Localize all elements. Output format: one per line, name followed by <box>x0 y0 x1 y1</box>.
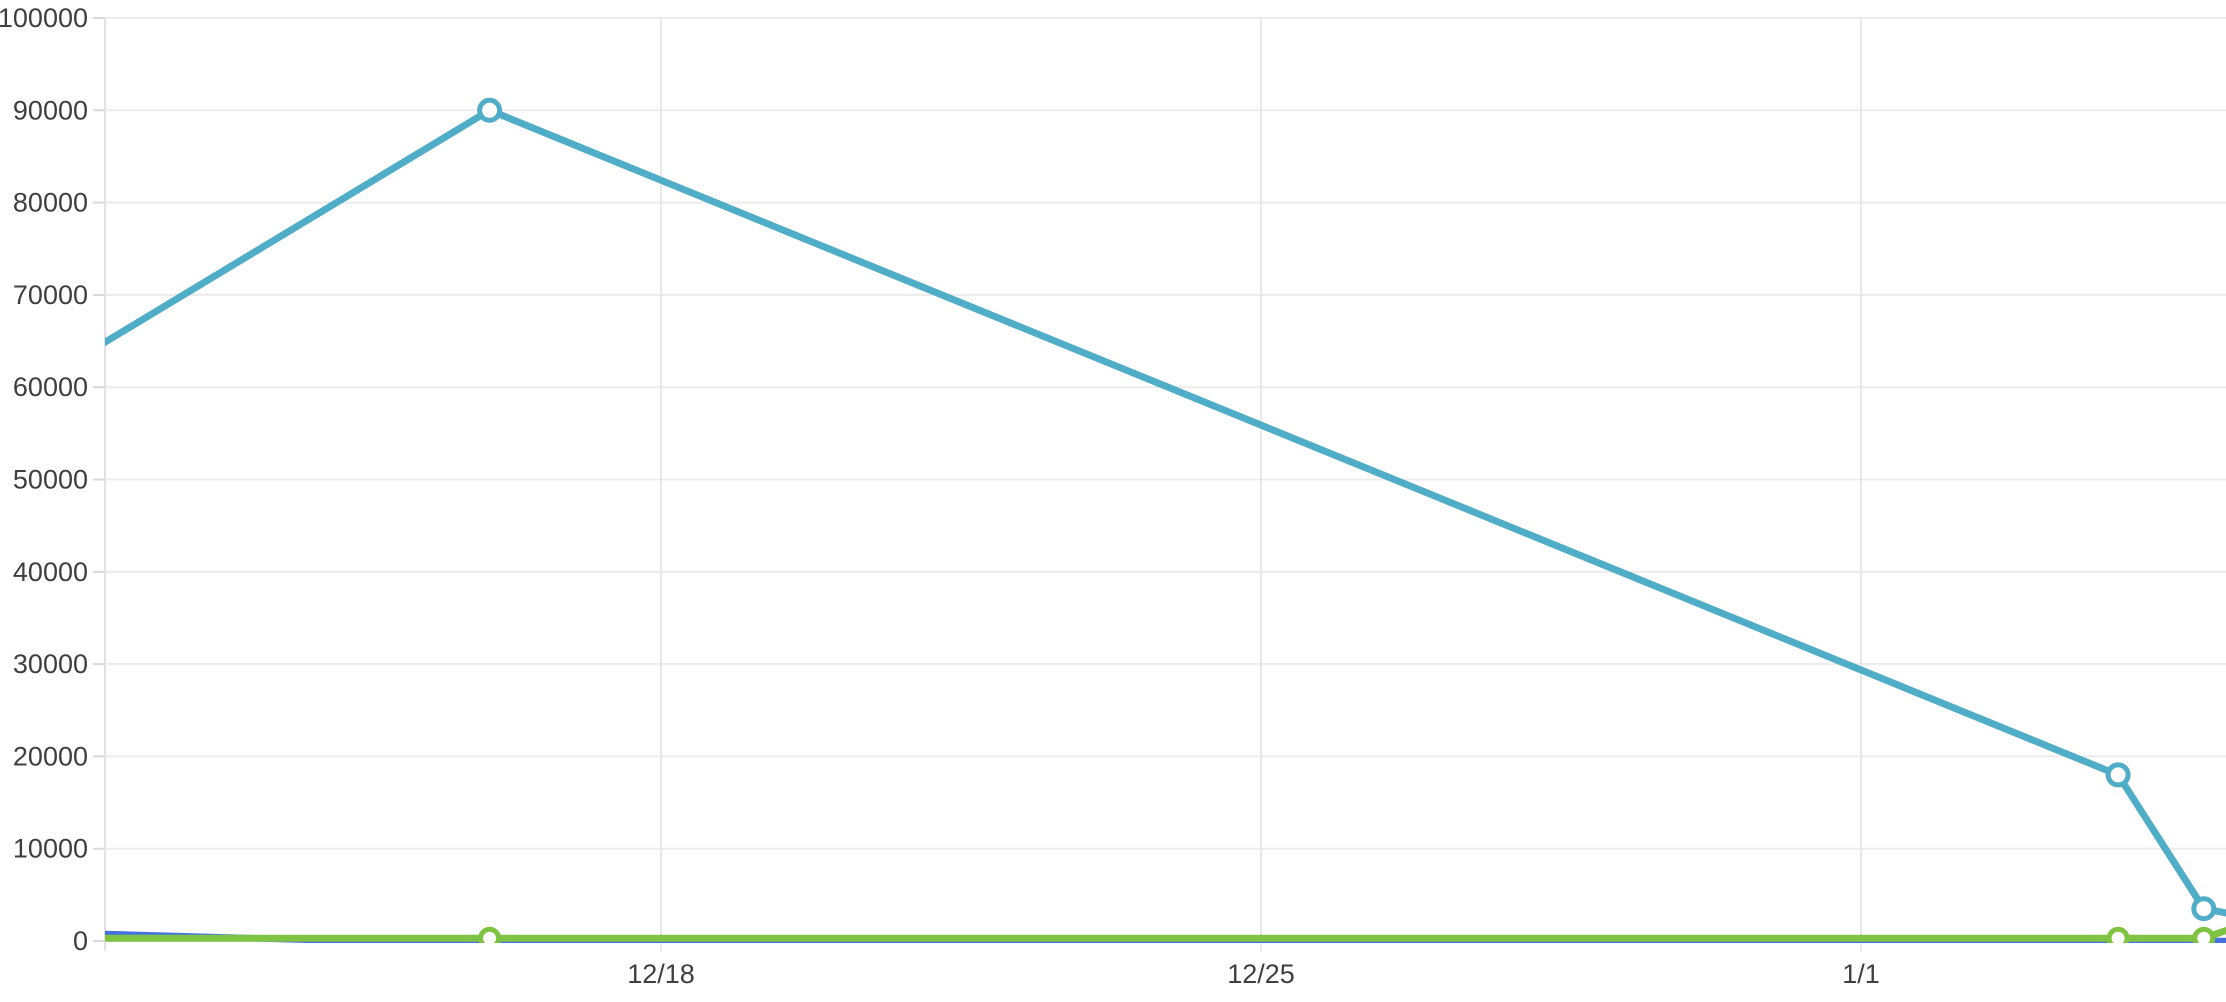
teal-series-line <box>105 106 2226 917</box>
y-axis-label: 20000 <box>13 741 88 771</box>
y-axis-label: 10000 <box>13 834 88 864</box>
green-series-data-point-marker[interactable] <box>478 926 502 947</box>
y-axis-label: 0 <box>73 926 88 956</box>
y-axis-label: 90000 <box>13 95 88 125</box>
green-series-line <box>105 926 2226 942</box>
green-series-data-point-marker[interactable] <box>2106 926 2130 947</box>
series-group <box>105 97 2226 947</box>
green-series-data-point-marker[interactable] <box>2192 926 2216 947</box>
teal-series-data-point-marker[interactable] <box>2105 762 2131 788</box>
y-axis-label: 50000 <box>13 465 88 495</box>
y-axis-label: 70000 <box>13 280 88 310</box>
y-axis-label: 60000 <box>13 372 88 402</box>
teal-series-data-point-marker[interactable] <box>2191 896 2217 922</box>
teal-series-data-point-marker[interactable] <box>477 97 503 123</box>
x-axis-label: 12/18 <box>627 959 695 989</box>
y-axis-label: 100000 <box>0 3 88 33</box>
y-axis-label: 40000 <box>13 557 88 587</box>
y-axis-label: 30000 <box>13 649 88 679</box>
x-axis-label: 1/1 <box>1842 959 1880 989</box>
y-axis-label: 80000 <box>13 188 88 218</box>
x-axis-label: 12/25 <box>1227 959 1295 989</box>
